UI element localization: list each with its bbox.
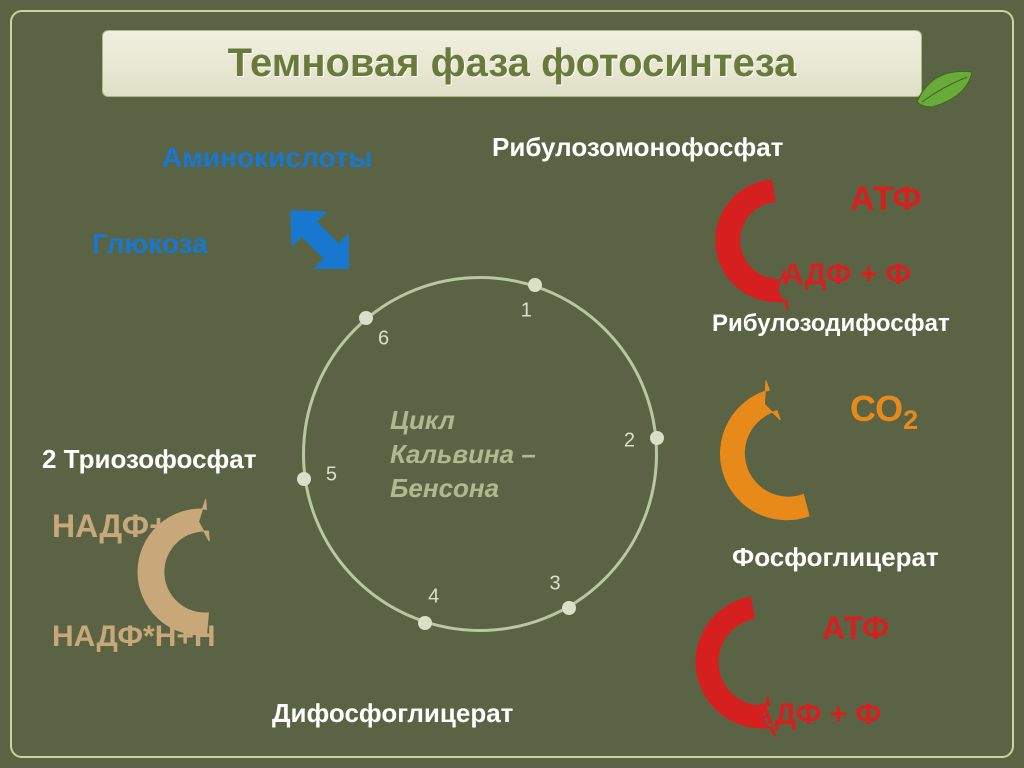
- side-label-3: АДФ + Ф: [782, 258, 911, 292]
- side-label-7: НАДФ*Н+Н: [52, 620, 216, 654]
- co2-label: СО2: [850, 388, 918, 436]
- node-label-4: Дифосфоглицерат: [272, 698, 513, 729]
- side-label-1: Глюкоза: [92, 228, 208, 260]
- node-label-5: 2 Триозофосфат: [42, 444, 257, 475]
- cycle-node-number-6: 6: [378, 328, 389, 351]
- slide-frame: Темновая фаза фотосинтеза Цикл Кальвина …: [10, 10, 1014, 758]
- cycle-node-number-5: 5: [326, 463, 337, 486]
- cycle-node-3: [562, 601, 576, 615]
- cycle-node-4: [418, 616, 432, 630]
- cycle-node-6: [359, 311, 373, 325]
- side-label-4: АТФ: [822, 610, 889, 647]
- cycle-node-number-1: 1: [521, 300, 532, 323]
- cycle-node-number-2: 2: [624, 429, 635, 452]
- side-label-0: Аминокислоты: [162, 142, 372, 174]
- side-label-2: АТФ: [850, 180, 921, 219]
- curved-arrow-0: [716, 180, 788, 311]
- side-label-6: НАДФ+: [52, 508, 168, 545]
- node-label-2: Рибулозодифосфат: [712, 310, 950, 338]
- cycle-node-number-3: 3: [549, 572, 560, 595]
- cycle-node-2: [650, 431, 664, 445]
- curved-arrow-1: [721, 381, 810, 520]
- node-label-3: Фосфоглицерат: [732, 542, 939, 573]
- cycle-node-1: [528, 278, 542, 292]
- node-label-1: Рибулозомонофосфат: [492, 132, 783, 163]
- side-label-5: АДФ + Ф: [752, 698, 881, 732]
- cycle-node-5: [297, 472, 311, 486]
- cycle-node-number-4: 4: [428, 585, 439, 608]
